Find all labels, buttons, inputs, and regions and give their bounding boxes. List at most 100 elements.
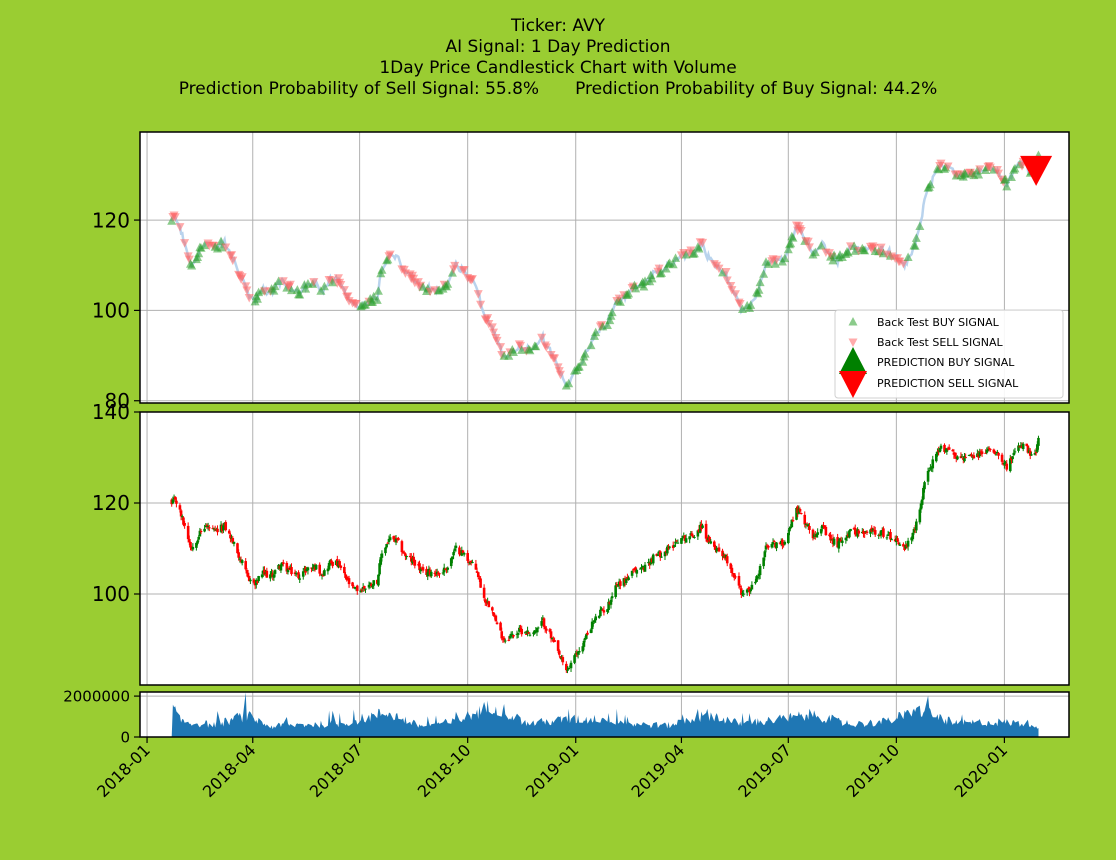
- candle-body: [1028, 450, 1032, 456]
- candle-body: [589, 629, 593, 634]
- candle-body: [179, 510, 183, 517]
- candle-body: [405, 555, 408, 557]
- backtest-sell-marker: [654, 264, 664, 274]
- candle-body: [717, 547, 721, 552]
- candle-body: [857, 530, 861, 534]
- candle-body: [640, 568, 643, 570]
- candle-body: [549, 631, 553, 639]
- backtest-sell-marker: [343, 292, 353, 301]
- candle-body: [799, 513, 803, 515]
- candle-body: [212, 528, 216, 530]
- backtest-buy-marker: [216, 236, 226, 246]
- candle-body: [770, 544, 774, 548]
- candle-body: [387, 538, 391, 542]
- legend-label: PREDICTION SELL SIGNAL: [877, 377, 1019, 390]
- candle-body: [196, 540, 199, 544]
- candle-body: [781, 539, 784, 546]
- candle-body: [286, 568, 290, 573]
- candle-body: [368, 582, 372, 585]
- candle-body: [1021, 443, 1025, 450]
- y-tick-label: 120: [92, 208, 130, 232]
- candle-body: [730, 567, 734, 574]
- candle-body: [466, 553, 469, 561]
- backtest-sell-marker: [221, 243, 231, 252]
- candle-body: [745, 589, 749, 593]
- candle-body: [370, 584, 373, 587]
- candle-body: [232, 541, 236, 544]
- candle-body: [281, 562, 285, 565]
- y-tick-label: 100: [92, 582, 130, 606]
- candle-body: [567, 667, 570, 670]
- candle-body: [696, 530, 700, 537]
- backtest-sell-marker: [333, 274, 343, 283]
- candle-body: [263, 569, 266, 575]
- candle-body: [951, 449, 955, 452]
- candle-body: [708, 537, 711, 543]
- backtest-sell-marker: [228, 256, 238, 266]
- x-tick-label: 2019-01: [522, 740, 583, 801]
- candle-body: [339, 565, 343, 568]
- candle-body: [231, 538, 235, 544]
- candle-body: [713, 541, 716, 547]
- backtest-buy-marker: [602, 320, 612, 330]
- backtest-buy-marker: [200, 240, 210, 250]
- candle-body: [691, 536, 695, 538]
- candle-body: [246, 572, 250, 577]
- candle-body: [832, 538, 836, 545]
- candle-body: [197, 536, 201, 540]
- candle-body: [377, 574, 380, 586]
- candle-body: [918, 509, 922, 523]
- candle-body: [873, 530, 877, 535]
- candle-body: [482, 587, 486, 598]
- x-tick-label: 2018-10: [414, 740, 475, 801]
- candle-body: [1025, 443, 1029, 447]
- candle-body: [462, 553, 466, 555]
- candle-body: [1017, 445, 1020, 451]
- candle-body: [926, 470, 930, 482]
- legend-sell-marker: [848, 338, 858, 347]
- backtest-buy-marker: [780, 253, 790, 263]
- candle-body: [890, 539, 893, 541]
- candle-body: [237, 552, 240, 558]
- candle-body: [630, 570, 634, 576]
- candle-body: [902, 544, 905, 547]
- candle-body: [987, 447, 991, 449]
- backtest-buy-marker: [783, 244, 793, 254]
- candle-body: [186, 525, 190, 540]
- backtest-buy-marker: [301, 284, 311, 293]
- candle-body: [178, 505, 182, 510]
- candle-body: [364, 588, 367, 590]
- candle-body: [754, 581, 757, 584]
- candle-body: [602, 610, 606, 613]
- candle-body: [1004, 462, 1007, 464]
- candle-body: [725, 556, 729, 564]
- candle-body: [183, 522, 186, 526]
- candle-body: [199, 530, 203, 532]
- candle-body: [1013, 451, 1017, 453]
- candle-body: [740, 588, 743, 595]
- candle-body: [306, 567, 310, 571]
- candle-body: [964, 457, 967, 459]
- candle-body: [272, 574, 276, 578]
- backtest-buy-marker: [187, 260, 197, 270]
- candle-body: [536, 627, 540, 629]
- candle-body: [758, 565, 762, 576]
- candle-body: [550, 637, 554, 639]
- candle-body: [749, 588, 753, 592]
- candle-body: [413, 559, 417, 566]
- backtest-buy-marker: [829, 250, 839, 260]
- candle-body: [408, 555, 412, 558]
- candle-body: [1030, 454, 1033, 456]
- candle-body: [1003, 462, 1006, 465]
- candle-body: [479, 578, 482, 588]
- backtest-sell-marker: [351, 300, 361, 309]
- candle-body: [584, 634, 588, 639]
- candle-body: [788, 527, 791, 532]
- candle-body: [206, 526, 210, 528]
- candle-body: [993, 451, 997, 454]
- candle-body: [997, 452, 1000, 456]
- candle-body: [195, 542, 198, 548]
- backtest-buy-marker: [564, 378, 574, 388]
- candle-body: [495, 622, 499, 625]
